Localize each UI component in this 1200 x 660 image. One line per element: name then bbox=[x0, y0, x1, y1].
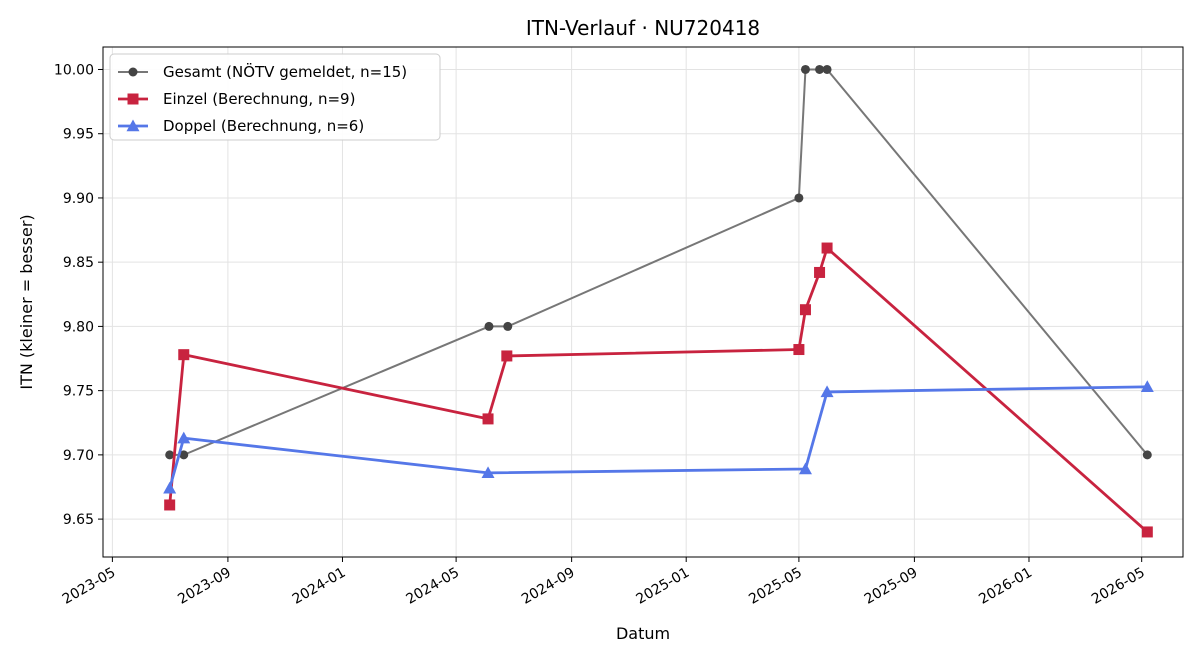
data-point bbox=[793, 344, 805, 356]
data-point bbox=[1142, 450, 1152, 460]
legend-marker bbox=[126, 119, 140, 132]
legend: Gesamt (NÖTV gemeldet, n=15) Einzel (Bere… bbox=[109, 53, 441, 141]
data-point bbox=[163, 481, 177, 494]
data-point bbox=[178, 349, 190, 361]
data-point bbox=[165, 450, 175, 460]
legend-item: Gesamt (NÖTV gemeldet, n=15) bbox=[118, 62, 407, 81]
data-point bbox=[799, 304, 811, 316]
data-point bbox=[800, 64, 810, 74]
legend-item: Einzel (Berechnung, n=9) bbox=[118, 90, 355, 108]
x-axis-label: Datum bbox=[616, 624, 670, 643]
data-point bbox=[820, 385, 834, 398]
y-tick-label: 9.75 bbox=[63, 384, 94, 400]
data-point bbox=[1140, 380, 1154, 392]
data-point bbox=[822, 64, 832, 74]
data-point bbox=[815, 64, 825, 74]
data-point bbox=[482, 413, 494, 425]
data-point bbox=[798, 462, 812, 475]
data-point bbox=[484, 321, 494, 331]
legend-label: Doppel (Berechnung, n=6) bbox=[163, 117, 364, 135]
y-tick-label: 9.90 bbox=[63, 191, 94, 207]
data-point bbox=[821, 242, 833, 254]
chart-title: ITN-Verlauf · NU720418 bbox=[526, 16, 760, 40]
data-point bbox=[1141, 526, 1153, 538]
y-tick-label: 9.95 bbox=[63, 127, 94, 143]
y-tick-label: 9.65 bbox=[63, 512, 94, 528]
data-point bbox=[164, 499, 176, 511]
y-tick-label: 9.85 bbox=[63, 255, 94, 271]
legend-label: Einzel (Berechnung, n=9) bbox=[163, 90, 355, 108]
legend-item: Doppel (Berechnung, n=6) bbox=[118, 117, 364, 135]
data-point bbox=[814, 266, 826, 278]
data-point bbox=[503, 321, 513, 331]
y-tick-label: 9.70 bbox=[63, 448, 94, 464]
y-axis-label: ITN (kleiner = besser) bbox=[17, 214, 36, 389]
y-tick-label: 10.00 bbox=[54, 62, 94, 78]
data-point bbox=[177, 431, 191, 444]
series-group bbox=[163, 64, 1154, 538]
y-tick-label: 9.80 bbox=[63, 319, 94, 335]
data-point bbox=[481, 466, 495, 479]
series-2 bbox=[163, 380, 1154, 494]
data-point bbox=[501, 350, 513, 362]
legend-box bbox=[109, 53, 441, 141]
plot-frame bbox=[102, 46, 1184, 558]
series-1 bbox=[164, 242, 1153, 538]
series-line bbox=[168, 385, 1148, 489]
data-point bbox=[179, 450, 189, 460]
legend-marker bbox=[127, 93, 139, 105]
series-0 bbox=[165, 64, 1152, 460]
legend-marker bbox=[128, 67, 138, 77]
data-point bbox=[794, 193, 804, 203]
legend-label: Gesamt (NÖTV gemeldet, n=15) bbox=[163, 62, 407, 81]
